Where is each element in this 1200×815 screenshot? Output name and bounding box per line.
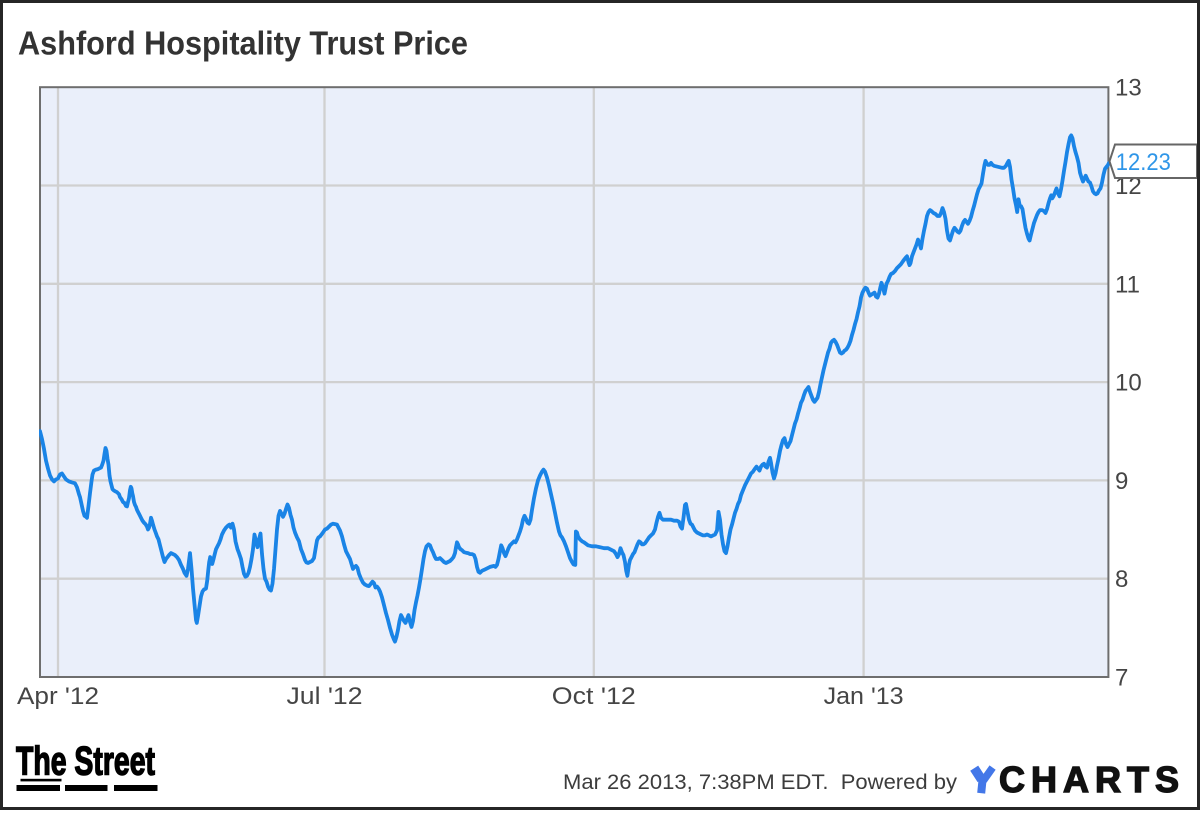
svg-text:8: 8 xyxy=(1115,566,1128,593)
svg-text:Jan '13: Jan '13 xyxy=(824,683,904,710)
svg-text:11: 11 xyxy=(1115,271,1140,298)
svg-text:CHARTS: CHARTS xyxy=(999,759,1185,800)
svg-text:10: 10 xyxy=(1115,370,1142,397)
svg-text:7: 7 xyxy=(1115,665,1128,692)
svg-text:Apr '12: Apr '12 xyxy=(17,683,99,710)
svg-text:9: 9 xyxy=(1115,468,1128,495)
svg-text:Ashford Hospitality Trust Pric: Ashford Hospitality Trust Price xyxy=(18,25,468,62)
svg-text:Jul '12: Jul '12 xyxy=(287,683,363,710)
svg-text:13: 13 xyxy=(1115,75,1142,102)
svg-text:Mar 26 2013, 7:38PM EDT. Powe: Mar 26 2013, 7:38PM EDT. Powered by xyxy=(563,770,957,794)
svg-text:The Street: The Street xyxy=(16,740,155,784)
svg-text:Oct '12: Oct '12 xyxy=(552,683,636,710)
svg-text:12.23: 12.23 xyxy=(1116,149,1171,176)
